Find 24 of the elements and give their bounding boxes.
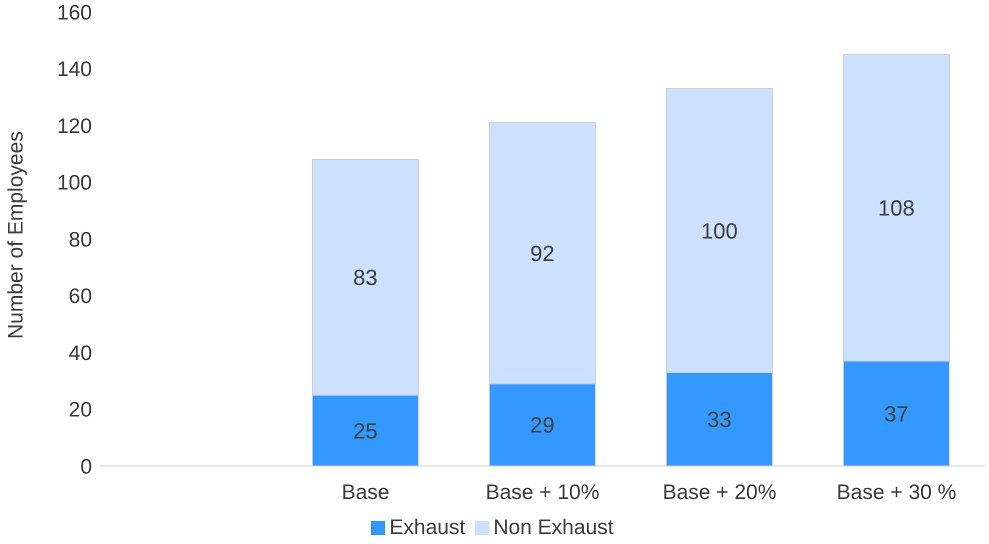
data-label: 25: [353, 418, 378, 444]
data-label: 100: [701, 218, 738, 244]
data-label: 37: [884, 401, 909, 426]
y-axis-title: Number of Employees: [4, 131, 28, 339]
y-tick-label: 140: [56, 58, 92, 82]
y-tick-label: 120: [56, 114, 92, 138]
y-tick-label: 0: [80, 455, 92, 478]
legend-label: Non Exhaust: [493, 516, 614, 539]
y-tick-label: 100: [56, 172, 92, 195]
x-tick-label: Base: [342, 480, 390, 504]
y-tick-label: 80: [68, 228, 92, 252]
y-tick-label: 20: [68, 398, 92, 422]
y-tick-label: 60: [68, 285, 92, 308]
legend-label: Exhaust: [389, 516, 466, 539]
x-tick-label: Base + 30 %: [836, 480, 956, 504]
data-label: 29: [530, 412, 555, 438]
data-label: 83: [353, 265, 378, 290]
y-tick-label: 160: [56, 1, 92, 24]
x-tick-label: Base + 20%: [662, 480, 776, 504]
data-label: 108: [878, 196, 915, 221]
x-tick-label: Base + 10%: [486, 480, 600, 504]
data-label: 33: [707, 406, 732, 432]
y-tick-label: 40: [68, 342, 92, 365]
data-label: 92: [530, 240, 555, 266]
